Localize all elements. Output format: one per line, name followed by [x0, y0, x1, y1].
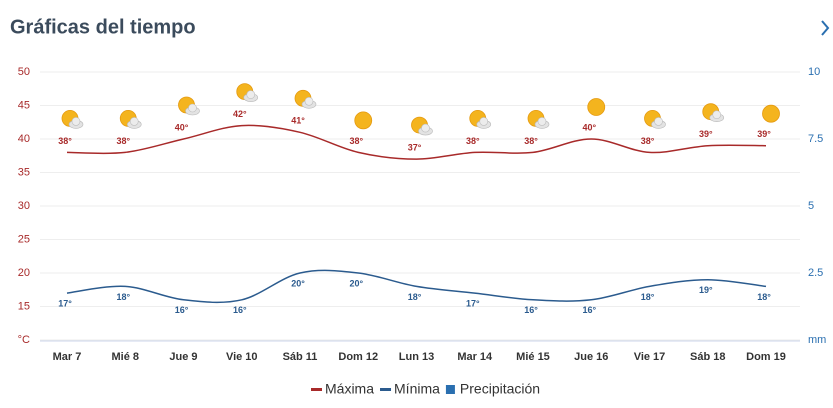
- cloud: [304, 97, 314, 106]
- cloud: [188, 103, 197, 113]
- data-label: 38°: [641, 136, 655, 146]
- legend-label: Máxima: [325, 381, 374, 397]
- data-label: 41°: [291, 116, 305, 126]
- y-tick-label: 50: [18, 66, 30, 78]
- data-label: 17°: [58, 298, 72, 308]
- cloud: [246, 90, 256, 99]
- legend-swatch: [380, 388, 392, 391]
- weather-icon: [354, 111, 373, 130]
- y2-tick-label: 10: [808, 66, 820, 78]
- weather-icon: [61, 110, 84, 129]
- sun: [354, 111, 373, 130]
- y-tick-label: 45: [18, 99, 30, 111]
- x-tick-label: Mié 8: [111, 351, 139, 363]
- data-label: 16°: [524, 305, 538, 315]
- x-tick-label: Mar 14: [457, 351, 493, 363]
- data-label: 40°: [175, 122, 189, 132]
- weather-icon: [294, 89, 317, 109]
- weather-icon: [119, 110, 142, 129]
- x-tick-label: Mar 7: [53, 351, 82, 363]
- cloud: [712, 110, 722, 119]
- cloud: [421, 123, 430, 133]
- data-label: 38°: [58, 136, 72, 146]
- cloud: [479, 117, 489, 126]
- data-label: 38°: [466, 136, 480, 146]
- legend-label: Mínima: [394, 381, 440, 397]
- data-label: 39°: [757, 129, 771, 139]
- x-tick-label: Lun 13: [399, 351, 434, 363]
- legend-swatch: [311, 388, 322, 391]
- y-tick-label: 35: [18, 166, 30, 178]
- weather-icon: [762, 104, 780, 123]
- legend-swatch: [445, 385, 455, 394]
- weather-icon: [527, 110, 550, 129]
- data-label: 18°: [408, 292, 422, 302]
- x-tick-label: Dom 12: [338, 351, 378, 363]
- x-tick-label: Vie 10: [226, 351, 258, 363]
- series-line: [66, 124, 767, 160]
- y2-tick-label: 7.5: [808, 133, 823, 145]
- data-label: 38°: [524, 136, 538, 146]
- data-label: 16°: [233, 305, 247, 315]
- data-label: 18°: [116, 292, 130, 302]
- data-label: 37°: [408, 142, 422, 152]
- x-tick-label: Mié 15: [516, 351, 550, 363]
- data-label: 38°: [349, 136, 363, 146]
- data-label: 20°: [349, 278, 363, 288]
- y2-tick-label: 2.5: [808, 267, 823, 279]
- y-tick-label: 40: [18, 133, 30, 145]
- weather-icon: [644, 110, 666, 129]
- data-label: 16°: [175, 305, 189, 315]
- chart-title: Gráficas del tiempo: [10, 16, 196, 38]
- data-label: 18°: [757, 292, 771, 302]
- x-tick-label: Jue 9: [169, 351, 197, 363]
- y-tick-label: 20: [18, 267, 30, 279]
- cloud: [129, 117, 139, 126]
- data-label: 39°: [699, 129, 713, 139]
- cloud: [537, 117, 547, 126]
- sun: [587, 98, 606, 116]
- y-tick-label: 30: [18, 200, 30, 212]
- data-label: 20°: [291, 278, 305, 288]
- weather-icon: [236, 83, 259, 102]
- cloud: [654, 117, 663, 126]
- x-tick-label: Sáb 18: [690, 351, 725, 363]
- data-label: 42°: [233, 109, 247, 119]
- legend-label: Precipitación: [460, 381, 540, 397]
- data-label: 17°: [466, 298, 480, 308]
- x-tick-label: Dom 19: [746, 351, 786, 363]
- data-label: 40°: [582, 122, 596, 132]
- y-tick-label: °C: [18, 334, 30, 346]
- weather-icon: [587, 98, 606, 116]
- y-tick-label: 15: [18, 300, 30, 312]
- data-label: 18°: [641, 292, 655, 302]
- next-chevron[interactable]: [821, 20, 830, 36]
- y-tick-label: 25: [18, 233, 30, 245]
- sun: [762, 104, 780, 123]
- series-line: [66, 269, 767, 304]
- weather-icon: [178, 96, 200, 116]
- data-label: 19°: [699, 285, 713, 295]
- weather-icon: [702, 103, 725, 122]
- data-label: 38°: [116, 136, 130, 146]
- cloud: [71, 117, 81, 126]
- x-tick-label: Vie 17: [634, 351, 666, 363]
- weather-icon: [469, 110, 492, 129]
- x-tick-label: Jue 16: [574, 351, 608, 363]
- data-label: 16°: [582, 305, 596, 315]
- y2-tick-label: mm: [808, 334, 826, 346]
- weather-icon: [411, 116, 433, 136]
- x-tick-label: Sáb 11: [283, 351, 318, 363]
- y2-tick-label: 5: [808, 200, 814, 212]
